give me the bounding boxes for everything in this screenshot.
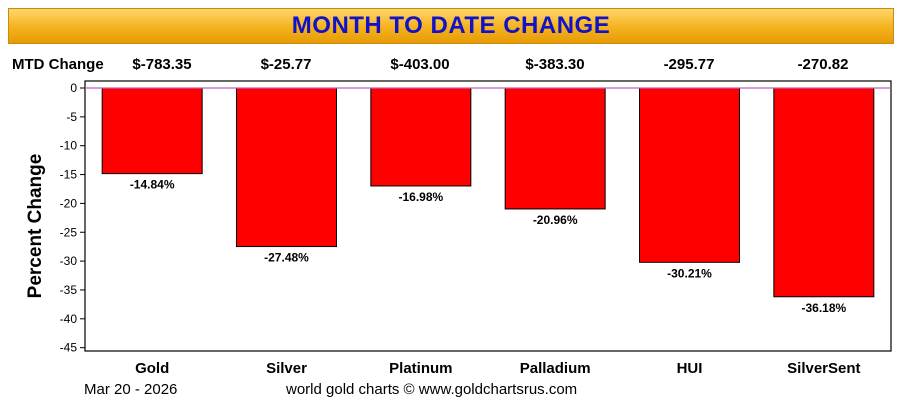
data-label-silversent: -36.18% — [801, 301, 846, 315]
y-tick-label: -15 — [60, 168, 78, 182]
mtd-value-silver: $-25.77 — [260, 56, 312, 73]
y-axis-label: Percent Change — [25, 154, 46, 299]
y-tick-label: 0 — [70, 81, 77, 95]
y-tick-label: -35 — [60, 283, 78, 297]
data-label-gold: -14.84% — [130, 178, 175, 192]
y-tick-label: -40 — [60, 312, 78, 326]
chart-title: MONTH TO DATE CHANGE — [291, 12, 611, 39]
data-label-silver: -27.48% — [264, 251, 309, 265]
mtd-value-palladium: $-383.30 — [525, 56, 585, 73]
y-tick-label: -5 — [66, 110, 77, 124]
bar-hui — [639, 87, 740, 263]
footer-date: Mar 20 - 2026 — [84, 381, 178, 398]
category-label-gold: Gold — [135, 360, 169, 377]
data-label-hui: -30.21% — [667, 266, 712, 280]
y-tick-label: -30 — [60, 254, 78, 268]
plot-frame — [84, 80, 892, 352]
bar-platinum — [370, 87, 472, 187]
mtd-change-label: MTD Change — [12, 56, 104, 73]
y-tick-label: -45 — [60, 341, 78, 355]
y-tick-label: -10 — [60, 139, 78, 153]
mtd-value-silversent: -270.82 — [797, 56, 849, 73]
mtd-value-hui: -295.77 — [663, 56, 715, 73]
title-banner: MONTH TO DATE CHANGE — [8, 8, 894, 44]
bar-gold — [101, 87, 203, 175]
bar-silver — [236, 87, 337, 248]
category-label-silver: Silver — [266, 360, 307, 377]
footer-credit: world gold charts © www.goldchartsrus.co… — [286, 381, 578, 398]
data-label-palladium: -20.96% — [533, 213, 578, 227]
bar-palladium — [504, 87, 606, 210]
mtd-value-platinum: $-403.00 — [390, 56, 450, 73]
y-tick-label: -20 — [60, 196, 78, 210]
bar-silversent — [773, 87, 875, 298]
mtd-value-gold: $-783.35 — [132, 56, 192, 73]
category-label-hui: HUI — [677, 360, 703, 377]
y-tick-label: -25 — [60, 225, 78, 239]
data-label-platinum: -16.98% — [398, 190, 443, 204]
category-label-silversent: SilverSent — [787, 360, 860, 377]
category-label-platinum: Platinum — [389, 360, 452, 377]
category-label-palladium: Palladium — [520, 360, 591, 377]
